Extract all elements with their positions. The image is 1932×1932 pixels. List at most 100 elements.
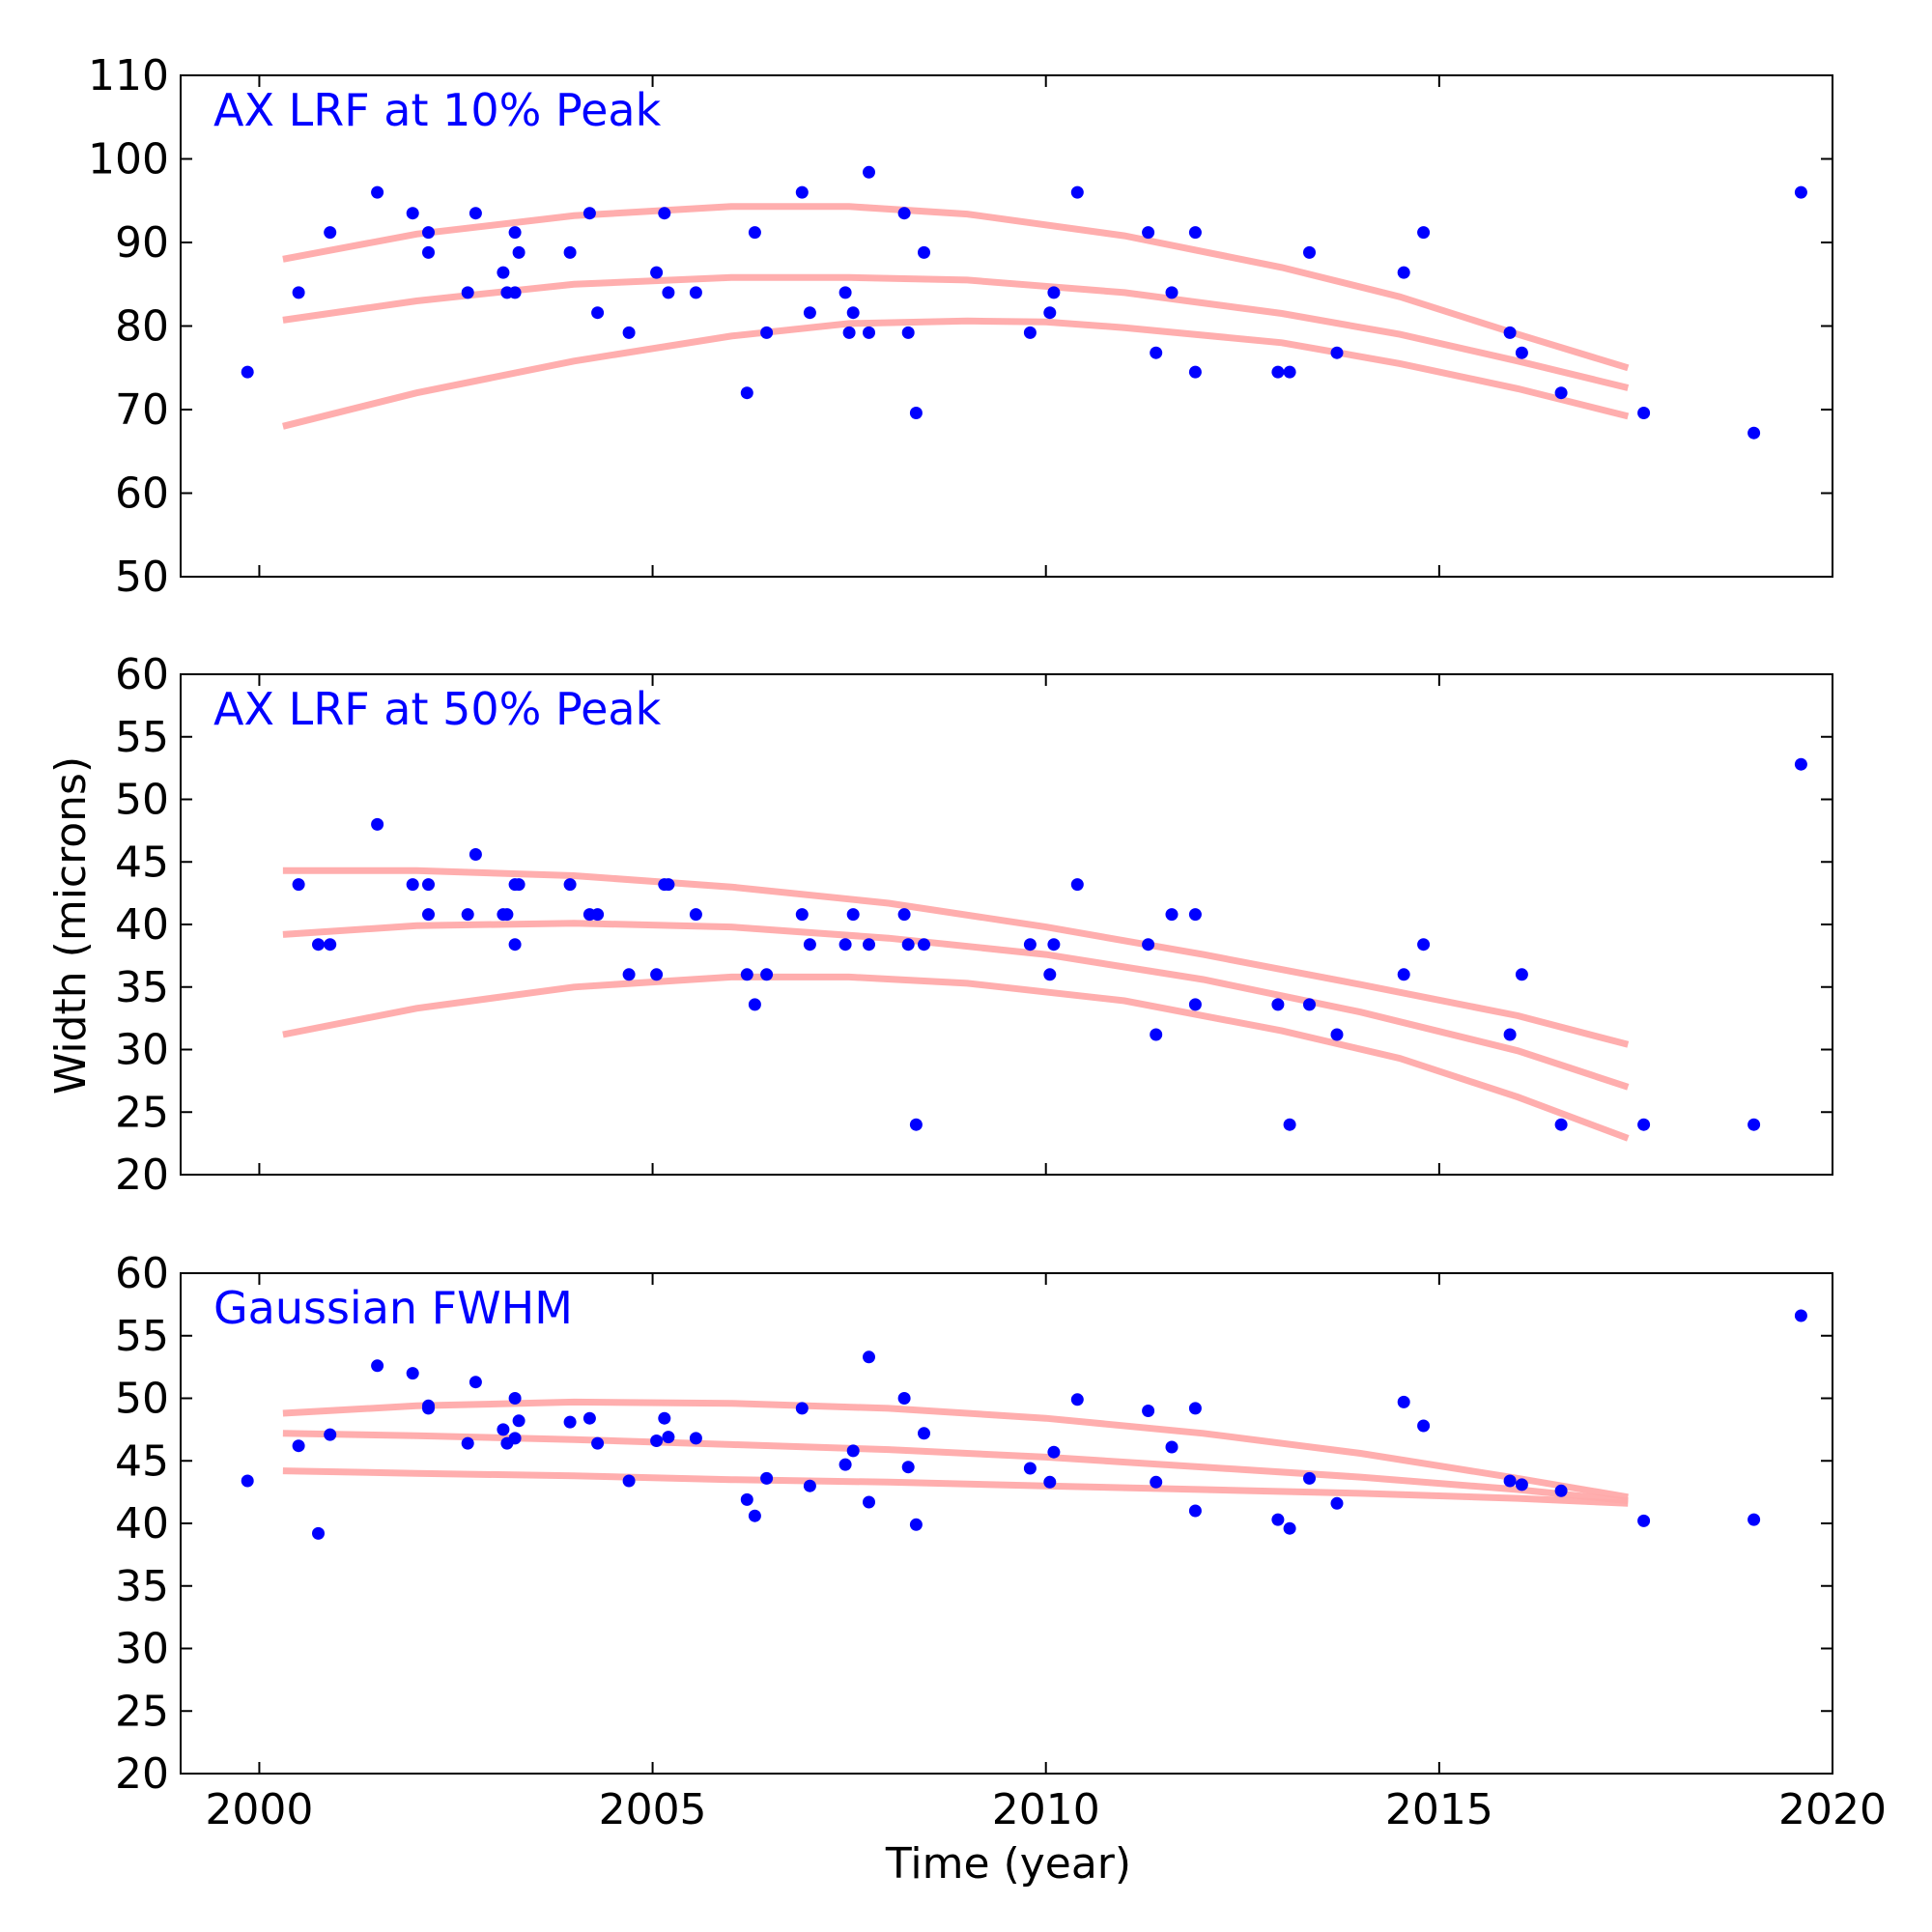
y-tick-label: 70 — [115, 385, 169, 435]
data-point — [918, 938, 930, 952]
data-point — [500, 908, 514, 922]
y-tick-label: 20 — [115, 1749, 169, 1799]
trend-line-1 — [282, 1398, 1629, 1501]
data-point — [292, 1439, 305, 1453]
data-point — [422, 878, 435, 892]
data-point — [312, 938, 325, 952]
data-point — [591, 306, 605, 320]
data-point — [795, 1402, 809, 1415]
plot-frame — [180, 1272, 1833, 1775]
data-point — [508, 286, 522, 299]
data-point — [1637, 1118, 1651, 1131]
data-point — [591, 908, 605, 922]
data-point — [650, 266, 664, 279]
data-point — [689, 1432, 702, 1445]
data-point — [1271, 1513, 1285, 1526]
data-point — [508, 1432, 522, 1445]
y-axis-label: Width (microns) — [46, 756, 96, 1094]
data-point — [512, 878, 526, 892]
data-point — [497, 266, 510, 279]
data-point — [909, 407, 923, 419]
data-point — [1165, 286, 1179, 299]
data-point — [901, 1461, 915, 1474]
data-point — [497, 1423, 510, 1436]
data-point — [1188, 365, 1202, 379]
data-point — [803, 1479, 816, 1492]
data-point — [508, 1392, 522, 1405]
data-point — [658, 1411, 671, 1425]
y-tick-label: 55 — [115, 1312, 169, 1361]
data-point — [897, 207, 911, 220]
x-tick-label: 2015 — [1385, 1785, 1493, 1834]
data-point — [658, 207, 671, 220]
trend-line-2 — [282, 920, 1630, 1091]
plot-frame — [180, 74, 1833, 578]
data-point — [1303, 998, 1316, 1011]
data-point — [1747, 1118, 1761, 1131]
data-point — [1070, 878, 1084, 892]
data-point — [901, 326, 915, 339]
data-point — [838, 1458, 852, 1471]
data-point — [760, 326, 774, 339]
data-point — [1271, 998, 1285, 1011]
data-point — [846, 306, 860, 320]
data-point — [1747, 426, 1761, 440]
x-tick-label: 2005 — [599, 1785, 707, 1834]
data-point — [1303, 245, 1316, 259]
data-point — [622, 326, 636, 339]
x-tick-label: 2020 — [1778, 1785, 1887, 1834]
data-point — [461, 1436, 474, 1450]
y-tick-label: 45 — [115, 838, 169, 887]
data-point — [422, 226, 435, 240]
data-point — [1515, 1478, 1528, 1492]
data-point — [1188, 1504, 1202, 1518]
trend-line-2 — [282, 273, 1630, 391]
data-point — [650, 1435, 664, 1447]
data-point — [748, 1509, 761, 1522]
data-point — [740, 968, 753, 981]
data-point — [469, 1376, 482, 1389]
data-point — [909, 1518, 923, 1531]
data-point — [838, 286, 852, 299]
y-tick-label: 30 — [115, 1026, 169, 1075]
data-point — [512, 1414, 526, 1428]
data-point — [901, 938, 915, 952]
data-point — [650, 968, 664, 981]
y-tick-label: 55 — [115, 713, 169, 762]
data-point — [1165, 1440, 1179, 1454]
data-point — [324, 938, 337, 952]
data-point — [1794, 185, 1807, 199]
data-point — [1637, 407, 1651, 419]
data-point — [1070, 185, 1084, 199]
data-point — [508, 938, 522, 952]
data-point — [748, 998, 761, 1011]
data-point — [1150, 1475, 1163, 1489]
data-point — [760, 1471, 774, 1485]
data-point — [292, 286, 305, 299]
data-point — [846, 908, 860, 922]
x-tick-label: 2010 — [992, 1785, 1100, 1834]
data-point — [1503, 1474, 1517, 1488]
data-point — [918, 1427, 930, 1440]
data-point — [1554, 1118, 1568, 1131]
data-point — [795, 185, 809, 199]
data-point — [760, 968, 774, 981]
data-point — [1283, 1118, 1296, 1131]
data-point — [563, 245, 577, 259]
y-tick-label: 30 — [115, 1625, 169, 1674]
data-point — [1023, 326, 1037, 339]
y-tick-label: 35 — [115, 963, 169, 1012]
data-point — [1554, 386, 1568, 400]
data-point — [803, 938, 816, 952]
data-point — [1023, 938, 1037, 952]
y-tick-label: 40 — [115, 1499, 169, 1548]
data-point — [1283, 365, 1296, 379]
data-point — [689, 286, 702, 299]
data-point — [241, 1474, 254, 1488]
data-point — [1142, 1405, 1155, 1417]
data-point — [1330, 1496, 1344, 1510]
data-point — [622, 1474, 636, 1488]
data-point — [1417, 938, 1431, 952]
y-tick-label: 60 — [115, 469, 169, 519]
